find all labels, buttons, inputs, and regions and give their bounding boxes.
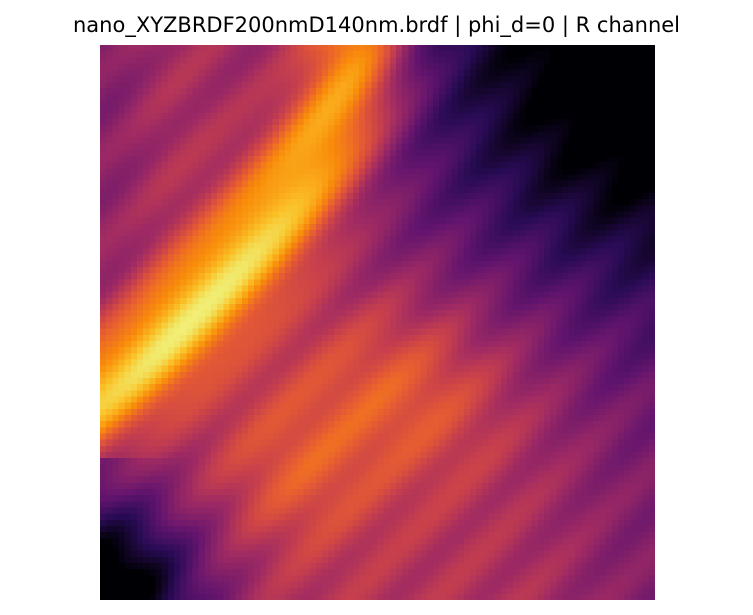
heatmap-image	[100, 45, 655, 600]
chart-title: nano_XYZBRDF200nmD140nm.brdf | phi_d=0 |…	[72, 13, 681, 37]
heatmap-plot	[100, 45, 655, 600]
